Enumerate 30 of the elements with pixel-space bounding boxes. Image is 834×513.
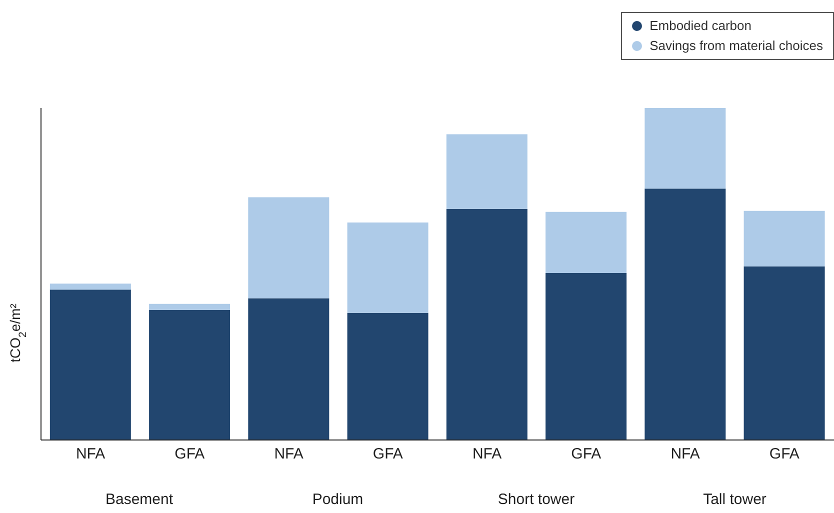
bar bbox=[50, 284, 131, 290]
legend-label: Savings from material choices bbox=[650, 37, 823, 55]
bar bbox=[644, 108, 726, 189]
bar bbox=[744, 210, 825, 266]
bar bbox=[149, 304, 230, 310]
x-tick-label: GFA bbox=[174, 446, 205, 463]
x-tick-label: NFA bbox=[472, 446, 502, 463]
bar bbox=[546, 273, 627, 440]
x-tick-label: NFA bbox=[76, 446, 106, 463]
bar bbox=[546, 212, 627, 274]
x-tick-label: NFA bbox=[274, 446, 304, 463]
bar bbox=[347, 222, 428, 313]
bar bbox=[744, 266, 825, 440]
bar bbox=[644, 188, 726, 440]
text: Basement bbox=[104, 491, 174, 508]
x-tick-label: GFA bbox=[769, 446, 800, 463]
x-tick-label: GFA bbox=[571, 446, 602, 463]
x-tick-label: NFA bbox=[670, 446, 700, 463]
text: Tall tower bbox=[702, 491, 768, 508]
bar bbox=[248, 197, 330, 298]
legend-label: Embodied carbon bbox=[650, 17, 752, 35]
text: Podium bbox=[311, 491, 364, 508]
x-tick-label: GFA bbox=[372, 446, 403, 463]
text: Short tower bbox=[496, 491, 576, 508]
bar bbox=[446, 208, 528, 440]
bar bbox=[446, 134, 528, 209]
bar bbox=[50, 290, 131, 440]
bar bbox=[248, 298, 330, 440]
bar bbox=[149, 310, 230, 440]
bar bbox=[347, 312, 428, 440]
